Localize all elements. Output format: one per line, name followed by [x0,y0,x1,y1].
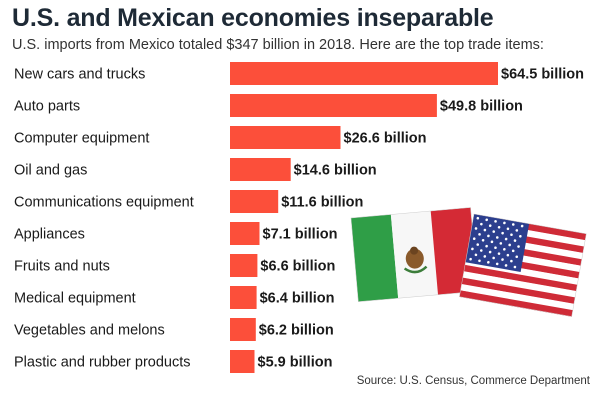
bar [230,350,255,373]
value-label: $5.9 billion [258,355,333,371]
value-label: $26.6 billion [344,131,427,147]
category-label: Oil and gas [14,163,87,179]
category-label: Auto parts [14,99,80,115]
category-label: Medical equipment [14,291,136,307]
category-label: New cars and trucks [14,67,145,83]
value-label: $11.6 billion [281,195,363,211]
category-label: Plastic and rubber products [14,355,191,371]
mexico-flag-icon [350,207,479,302]
value-label: $64.5 billion [501,67,584,83]
category-label: Computer equipment [14,131,149,147]
value-label: $49.8 billion [440,99,523,115]
category-label: Vegetables and melons [14,323,165,339]
source-note: Source: U.S. Census, Commerce Department [356,375,590,387]
bar [230,190,279,213]
chart-subtitle: U.S. imports from Mexico totaled $347 bi… [12,37,544,53]
bar [230,126,341,149]
bars-layer: New cars and trucks $64.5 billion Auto par… [14,62,584,373]
value-label: $6.6 billion [260,259,335,275]
bar [230,222,260,245]
chart-title: U.S. and Mexican economies inseparable [12,4,494,32]
bar [230,94,437,117]
category-label: Appliances [14,227,85,243]
category-label: Communications equipment [14,195,194,211]
value-label: $6.4 billion [260,291,335,307]
value-label: $7.1 billion [263,227,338,243]
bar [230,286,257,309]
usa-flag-icon [459,213,587,317]
value-label: $6.2 billion [259,323,334,339]
category-label: Fruits and nuts [14,259,110,275]
bar [230,318,256,341]
value-label: $14.6 billion [294,163,377,179]
bar [230,254,258,277]
bar [230,158,291,181]
bar [230,62,498,85]
